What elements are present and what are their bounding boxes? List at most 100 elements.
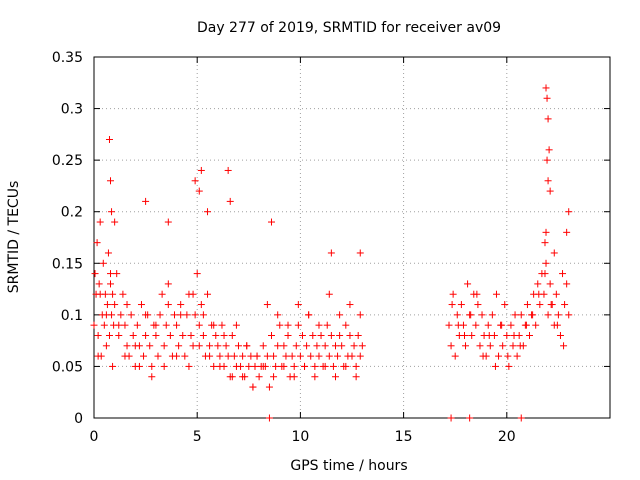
data-point	[173, 352, 181, 360]
data-point	[102, 342, 110, 350]
data-point	[503, 331, 511, 339]
data-point	[542, 84, 550, 92]
data-point	[243, 342, 251, 350]
data-point	[123, 342, 131, 350]
data-point	[189, 342, 197, 350]
data-point	[265, 383, 273, 391]
data-point	[309, 331, 317, 339]
data-point	[545, 146, 553, 154]
data-point	[107, 270, 115, 278]
data-point	[108, 208, 116, 216]
data-point	[544, 311, 552, 319]
y-tick-label: 0.15	[52, 256, 83, 272]
data-point	[517, 311, 525, 319]
data-point	[504, 352, 512, 360]
data-point	[553, 321, 561, 329]
data-point	[542, 228, 550, 236]
data-point	[536, 301, 544, 309]
data-point	[468, 331, 476, 339]
data-point	[546, 280, 554, 288]
data-point	[156, 311, 164, 319]
data-point	[199, 331, 207, 339]
data-point	[342, 362, 350, 370]
data-point	[164, 218, 172, 226]
data-point	[210, 362, 218, 370]
data-point	[315, 321, 323, 329]
data-point	[507, 321, 515, 329]
data-point	[274, 311, 282, 319]
data-point	[472, 321, 480, 329]
data-point	[560, 342, 568, 350]
data-point	[542, 259, 550, 267]
data-point	[323, 321, 331, 329]
data-point	[346, 331, 354, 339]
data-point	[350, 342, 358, 350]
data-point	[232, 321, 240, 329]
data-point	[105, 331, 113, 339]
data-point	[321, 362, 329, 370]
data-point	[280, 342, 288, 350]
data-point	[189, 290, 197, 298]
data-point	[94, 331, 102, 339]
data-point	[206, 342, 214, 350]
data-point	[543, 156, 551, 164]
data-point	[447, 342, 455, 350]
data-point	[228, 373, 236, 381]
data-point	[478, 311, 486, 319]
data-point	[268, 331, 276, 339]
data-point	[140, 352, 148, 360]
data-point	[164, 301, 172, 309]
data-point	[565, 311, 573, 319]
data-point	[251, 362, 259, 370]
data-point	[175, 342, 183, 350]
data-point	[259, 362, 267, 370]
data-point	[224, 352, 232, 360]
data-point	[142, 197, 150, 205]
data-point	[294, 301, 302, 309]
data-point	[476, 342, 484, 350]
data-point	[298, 331, 306, 339]
data-point	[193, 270, 201, 278]
data-point	[237, 362, 245, 370]
data-point	[325, 290, 333, 298]
y-tick-label: 0.3	[61, 102, 83, 118]
data-point	[290, 373, 298, 381]
data-point	[462, 342, 470, 350]
data-point	[307, 352, 315, 360]
x-tick-label: 0	[90, 429, 99, 445]
data-point	[212, 331, 220, 339]
data-point	[467, 311, 475, 319]
data-point	[100, 321, 108, 329]
data-point	[317, 331, 325, 339]
axis-ticks: 0 5 10 15 20 0 0.05 0.1 0.15 0.2 0.25 0.3 0.35	[52, 50, 610, 445]
y-tick-label: 0.35	[52, 50, 83, 66]
data-point	[253, 352, 261, 360]
data-point	[195, 321, 203, 329]
data-point	[274, 342, 282, 350]
data-point	[259, 342, 267, 350]
data-point	[158, 290, 166, 298]
data-point	[336, 331, 344, 339]
data-point	[484, 321, 492, 329]
data-point	[107, 177, 115, 185]
data-point	[166, 331, 174, 339]
data-point	[239, 352, 247, 360]
data-point	[181, 352, 189, 360]
data-point	[449, 290, 457, 298]
data-point	[107, 280, 115, 288]
data-point	[554, 311, 562, 319]
data-point	[513, 352, 521, 360]
data-point	[204, 290, 212, 298]
x-tick-label: 15	[395, 429, 413, 445]
data-point	[265, 414, 273, 422]
data-point	[313, 342, 321, 350]
data-point	[123, 301, 131, 309]
data-point	[535, 290, 543, 298]
data-point	[466, 414, 474, 422]
data-point	[342, 321, 350, 329]
data-point	[216, 362, 224, 370]
data-point	[162, 321, 170, 329]
data-point	[177, 311, 185, 319]
data-point	[117, 311, 125, 319]
